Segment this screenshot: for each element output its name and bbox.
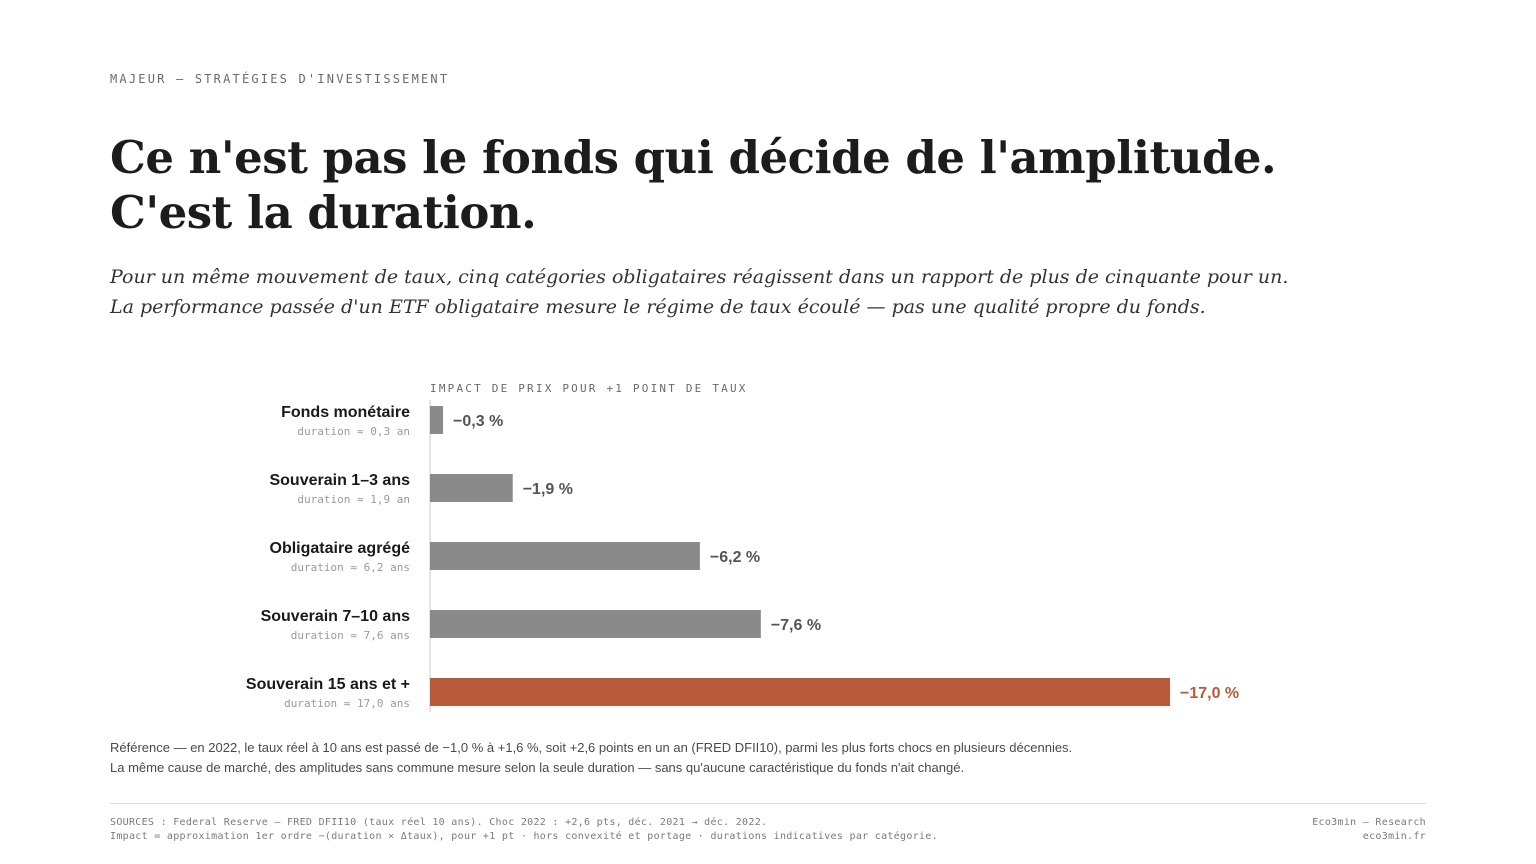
value-label: −17,0 % bbox=[1180, 685, 1239, 702]
bar bbox=[430, 406, 444, 434]
duration-sublabel: duration ≈ 1,9 an bbox=[297, 493, 410, 506]
sources-line-2: Impact = approximation 1er ordre −(durat… bbox=[110, 831, 938, 842]
value-label: −6,2 % bbox=[710, 549, 760, 566]
brand-url: eco3min.fr bbox=[1362, 831, 1426, 842]
category-label: Souverain 7–10 ans bbox=[261, 608, 411, 625]
chart-title: IMPACT DE PRIX POUR +1 POINT DE TAUX bbox=[430, 382, 748, 395]
bar bbox=[430, 678, 1170, 706]
bars-group: Fonds monétaire duration ≈ 0,3 an −0,3 % So… bbox=[246, 404, 1239, 710]
category-label: Souverain 1–3 ans bbox=[269, 472, 410, 489]
category-label: Souverain 15 ans et + bbox=[246, 676, 410, 693]
value-label: −7,6 % bbox=[771, 617, 821, 634]
duration-bar-chart: IMPACT DE PRIX POUR +1 POINT DE TAUX Fon… bbox=[246, 382, 1239, 712]
note-line-1: Référence — en 2022, le taux réel à 10 a… bbox=[110, 740, 1073, 755]
duration-sublabel: duration ≈ 6,2 ans bbox=[291, 561, 410, 574]
subtitle-line-1: Pour un même mouvement de taux, cinq cat… bbox=[110, 266, 1289, 288]
title-line-2: C'est la duration. bbox=[110, 186, 537, 239]
subtitle: Pour un même mouvement de taux, cinq cat… bbox=[110, 262, 1460, 322]
duration-sublabel: duration ≈ 17,0 ans bbox=[284, 697, 410, 710]
subtitle-line-2: La performance passée d'un ETF obligatai… bbox=[110, 296, 1206, 318]
eyebrow: MAJEUR — STRATÉGIES D'INVESTISSEMENT bbox=[110, 72, 450, 86]
footer-divider bbox=[110, 803, 1426, 804]
reference-note: Référence — en 2022, le taux réel à 10 a… bbox=[110, 738, 1440, 778]
bar bbox=[430, 542, 700, 570]
duration-sublabel: duration ≈ 0,3 an bbox=[297, 425, 410, 438]
sources-line-1: SOURCES : Federal Reserve — FRED DFII10 … bbox=[110, 817, 768, 828]
duration-sublabel: duration ≈ 7,6 ans bbox=[291, 629, 410, 642]
page-title: Ce n'est pas le fonds qui décide de l'am… bbox=[110, 130, 1410, 240]
category-label: Fonds monétaire bbox=[281, 404, 410, 421]
value-label: −0,3 % bbox=[453, 413, 503, 430]
title-line-1: Ce n'est pas le fonds qui décide de l'am… bbox=[110, 131, 1277, 184]
brand-name: Eco3min — Research bbox=[1312, 817, 1426, 828]
category-label: Obligataire agrégé bbox=[270, 540, 411, 557]
note-line-2: La même cause de marché, des amplitudes … bbox=[110, 760, 965, 775]
bar bbox=[430, 474, 513, 502]
bar bbox=[430, 610, 761, 638]
value-label: −1,9 % bbox=[523, 481, 573, 498]
footer-brand: Eco3min — Research eco3min.fr bbox=[1312, 816, 1426, 844]
footer-sources: SOURCES : Federal Reserve — FRED DFII10 … bbox=[110, 816, 938, 844]
